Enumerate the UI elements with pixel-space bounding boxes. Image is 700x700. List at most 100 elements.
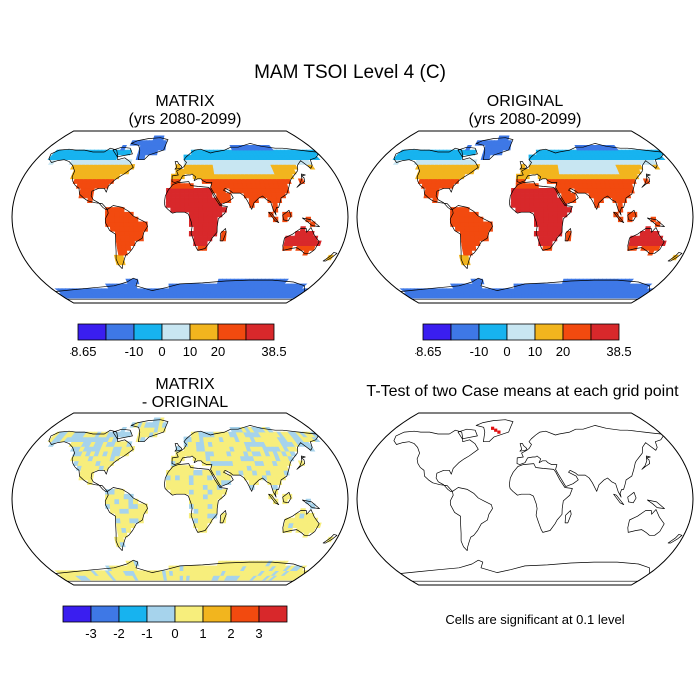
grid-cell [188,450,194,457]
grid-cell [175,197,181,203]
grid-cell [203,216,209,223]
grid-cell [459,221,465,227]
grid-cell [212,489,218,495]
grid-cell [212,484,218,490]
colorbar-box [62,605,92,623]
grid-cell [133,517,140,524]
grid-cell [202,207,209,213]
grid-cell [165,197,172,203]
grid-cell [543,202,549,208]
colorbar-box [506,323,536,341]
grid-cell [170,484,176,490]
grid-cell [114,231,121,237]
grid-cell [464,226,470,232]
grid-cell [128,508,135,514]
grid-cell [197,522,204,528]
grid-cell [175,188,181,194]
colorbar-box [146,605,176,623]
grid-cell [538,231,544,237]
grid-cell [482,221,489,227]
grid-cell [124,513,130,519]
grid-cell [188,188,194,194]
coastline-madagascar [219,228,227,242]
colorbar-tick-label: 20 [556,344,570,359]
grid-cell [202,503,209,509]
grid-cell [193,216,199,223]
grid-cell [133,513,139,519]
grid-cell [281,183,289,189]
map-original [356,130,694,304]
grid-cell [644,226,651,232]
grid-cell [176,288,181,294]
colorbar-box [245,323,275,341]
grid-cell [474,240,481,246]
grid-cell [468,226,475,232]
grid-cell [547,226,554,232]
grid-cell [216,474,222,481]
grid-cell [520,192,526,199]
coastline-australia [627,509,665,536]
grid-cell [193,235,199,242]
grid-cell [272,202,278,208]
colorbar-tick-label: 38.5 [261,344,286,359]
grid-cell [557,202,563,208]
grid-cell [197,470,204,476]
grid-cell [548,211,554,218]
colorbar-box [77,323,107,341]
grid-cell [129,517,135,524]
grid-cell [188,479,195,485]
grid-cell [193,211,199,218]
figure-title: MAM TSOI Level 4 (C) [254,62,446,83]
grid-cell [207,216,213,223]
grid-cell [203,493,209,500]
coastline-northamerica [48,147,134,210]
map-diff [11,412,349,586]
grid-cell [207,211,213,218]
grid-cell [193,197,199,203]
coastline-japan [296,455,306,470]
grid-cell [311,517,319,524]
grid-cell [196,455,203,462]
grid-cell [542,240,549,246]
grid-cell [179,188,185,194]
coastline-newguinea [646,217,665,227]
grid-cell [184,197,190,203]
grid-cell [165,484,172,490]
grid-cell [473,226,480,232]
grid-cell [524,168,530,175]
grid-cell [547,188,553,194]
grid-cell [198,498,204,505]
grid-cell [193,498,199,505]
grid-cell [463,254,470,261]
grid-cell [533,188,539,194]
grid-cell [175,484,181,490]
grid-cell [541,173,548,180]
grid-cell [129,446,136,452]
grid-cell [193,207,199,213]
grid-cell [193,513,199,519]
coastline-eurasia [171,143,319,216]
map-border [356,130,694,304]
grid-cell [179,197,185,203]
grid-cell [464,259,471,266]
grid-cell [187,154,193,160]
colorbar-tick-label: 10 [183,344,197,359]
grid-cell [470,245,477,251]
grid-cell [118,536,125,543]
grid-cell [165,479,172,485]
grid-cell [520,197,526,203]
grid-cell [192,450,198,457]
grid-cell [188,470,194,476]
colorbar-box [478,323,508,341]
grid-cell [248,479,255,485]
grid-cell [299,508,306,514]
grid-cell [133,503,139,509]
grid-cell [459,207,465,213]
grid-cell [565,192,572,199]
grid-cell [547,235,553,242]
grid-cell [170,489,176,495]
grid-cell [175,474,181,481]
coastline-antarctica [55,559,305,582]
grid-cell [184,484,190,490]
grid-cell [202,240,208,246]
